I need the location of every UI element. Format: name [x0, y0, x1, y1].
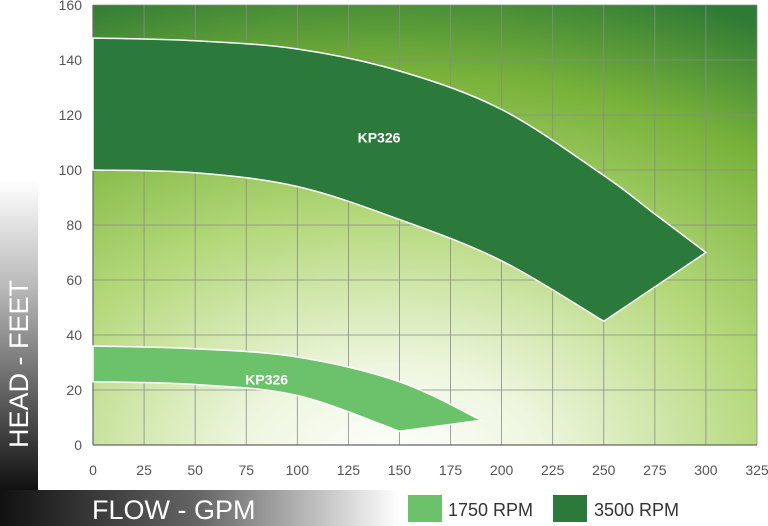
legend-swatch-3500-rpm: [553, 495, 587, 522]
y-tick-label: 100: [59, 162, 83, 178]
region-1750-rpm: [92, 345, 484, 433]
y-axis-title: HEAD - FEET: [4, 280, 34, 448]
x-tick-label: 25: [136, 462, 152, 478]
x-tick-label: 75: [238, 462, 254, 478]
region-3500-rpm: [92, 37, 708, 323]
x-tick-label: 125: [337, 462, 361, 478]
x-axis-title: FLOW - GPM: [92, 495, 256, 525]
y-axis-title-bar: [0, 180, 38, 490]
y-tick-label: 160: [59, 0, 83, 13]
legend-swatch-1750-rpm: [408, 495, 442, 522]
y-tick-label: 80: [66, 217, 82, 233]
x-tick-label: 50: [187, 462, 203, 478]
y-tick-label: 40: [66, 327, 82, 343]
x-tick-label: 200: [490, 462, 514, 478]
x-axis-title-bar: [0, 490, 400, 526]
x-tick-label: 0: [89, 462, 97, 478]
y-tick-label: 120: [59, 107, 83, 123]
y-tick-label: 140: [59, 52, 83, 68]
y-tick-label: 60: [66, 272, 82, 288]
region-label-1750-rpm: KP326: [245, 372, 288, 388]
y-tick-label: 20: [66, 382, 82, 398]
x-tick-label: 175: [439, 462, 463, 478]
x-tick-label: 325: [745, 462, 768, 478]
x-tick-label: 100: [286, 462, 310, 478]
x-tick-label: 150: [388, 462, 412, 478]
legend-label-3500-rpm: 3500 RPM: [594, 500, 679, 520]
legend-label-1750-rpm: 1750 RPM: [448, 500, 533, 520]
x-tick-label: 300: [694, 462, 718, 478]
x-tick-label: 275: [643, 462, 667, 478]
region-label-3500-rpm: KP326: [358, 130, 401, 146]
y-tick-label: 0: [74, 437, 82, 453]
legend: 1750 RPM 3500 RPM: [408, 495, 679, 522]
x-axis-ticks: 0 25 50 75 100 125 150 175 200 225 250 275 300 325: [89, 462, 768, 478]
performance-regions: KP326 KP326: [92, 37, 708, 433]
x-tick-label: 250: [592, 462, 616, 478]
x-tick-label: 225: [541, 462, 565, 478]
y-axis-ticks: 0 20 40 60 80 100 120 140 160: [59, 0, 83, 453]
